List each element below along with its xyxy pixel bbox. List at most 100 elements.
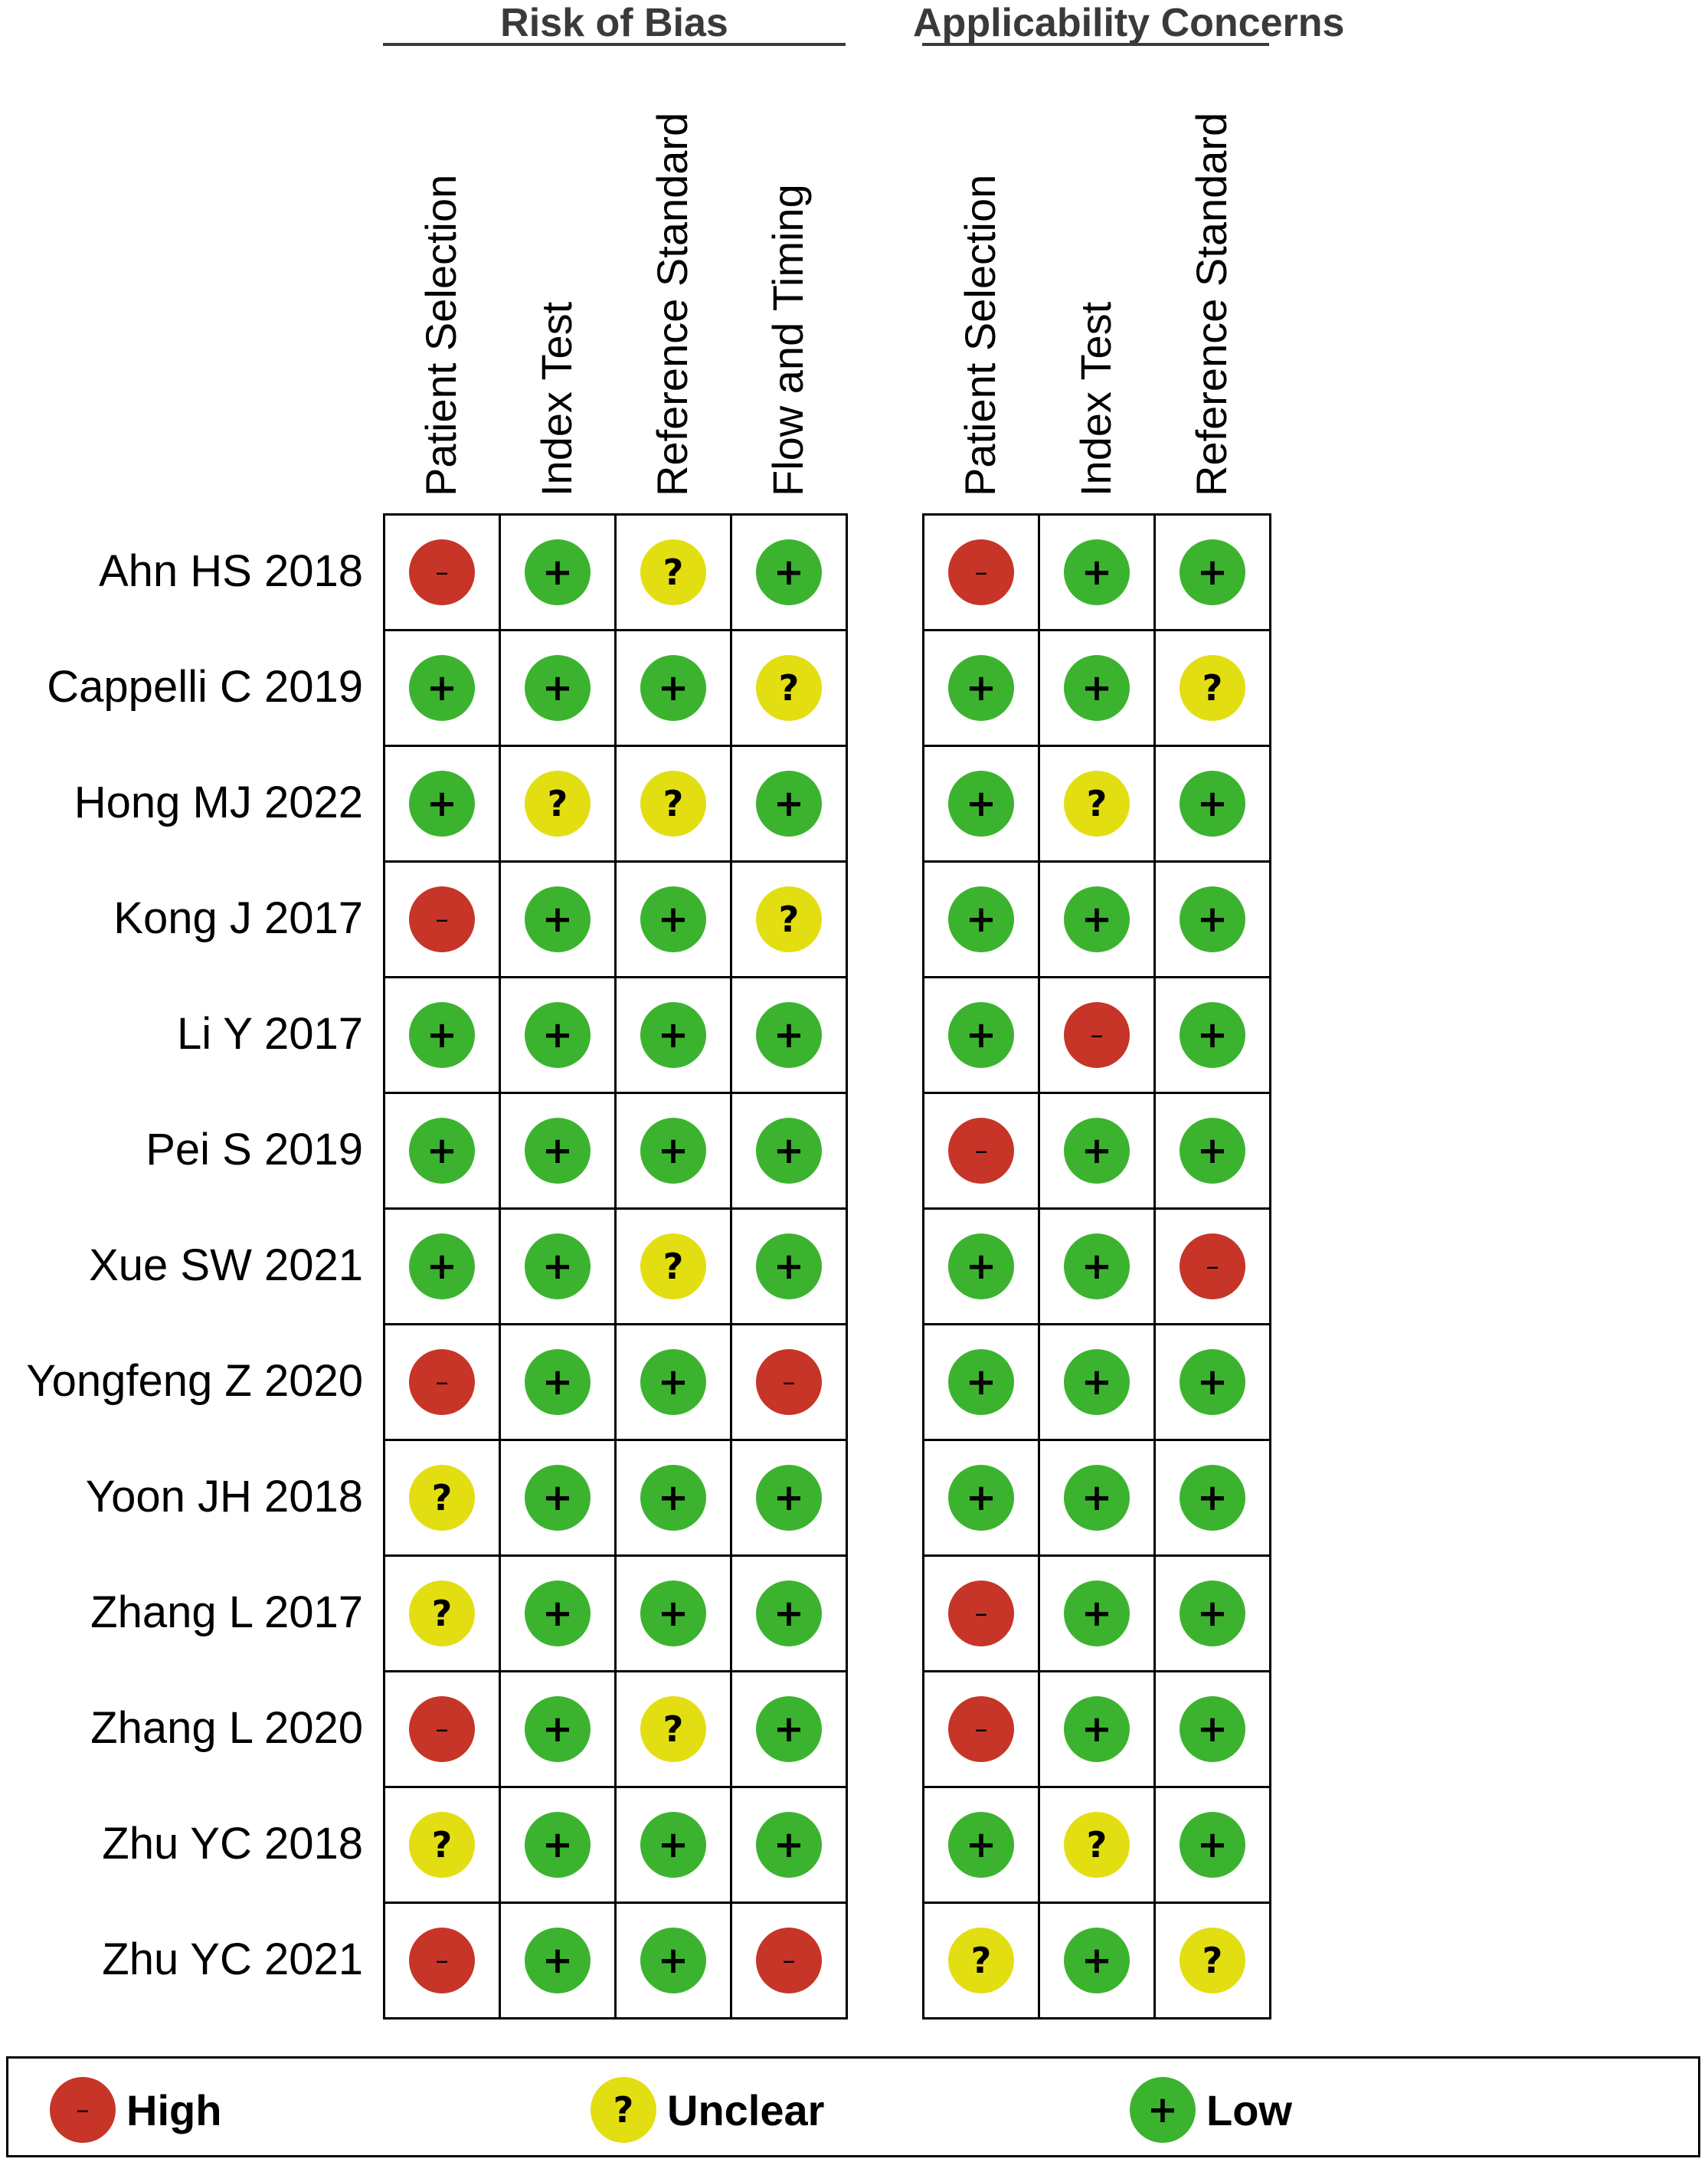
- column-header-1-0: Patient Selection: [955, 174, 1004, 496]
- rating-cell: ?: [383, 1786, 501, 1904]
- rating-low-marker: +: [756, 1581, 822, 1646]
- rating-cell: +: [1153, 1786, 1271, 1904]
- rating-low-marker: +: [525, 1812, 591, 1878]
- group-title-rule-0: [383, 43, 846, 46]
- rating-low-marker: +: [640, 655, 706, 721]
- rating-cell: –: [1038, 976, 1156, 1094]
- rating-high-marker: –: [409, 1696, 475, 1762]
- rating-unclear-marker: ?: [640, 1233, 706, 1299]
- rating-low-marker: +: [409, 771, 475, 837]
- rating-cell: +: [499, 1902, 617, 2020]
- rating-unclear-marker: ?: [1064, 1812, 1130, 1878]
- study-label: Hong MJ 2022: [74, 778, 363, 827]
- rating-cell: +: [614, 1439, 732, 1557]
- rating-low-marker: +: [1180, 1349, 1245, 1415]
- study-label: Ahn HS 2018: [98, 546, 363, 596]
- rating-unclear-marker: ?: [409, 1465, 475, 1531]
- rating-cell: +: [499, 1786, 617, 1904]
- rating-low-marker: +: [1180, 539, 1245, 605]
- rating-cell: –: [922, 1092, 1040, 1210]
- rating-cell: +: [1038, 1670, 1156, 1788]
- study-label: Zhang L 2017: [90, 1587, 363, 1637]
- rating-cell: +: [383, 976, 501, 1094]
- rating-low-marker: +: [756, 1812, 822, 1878]
- group-title-0: Risk of Bias: [500, 1, 728, 45]
- rating-low-marker: +: [525, 1118, 591, 1184]
- rating-high-marker: –: [756, 1928, 822, 1993]
- column-header-0-3: Flow and Timing: [763, 184, 812, 496]
- rating-cell: +: [499, 976, 617, 1094]
- legend-label-unclear: Unclear: [667, 2085, 825, 2134]
- rating-high-marker: –: [409, 539, 475, 605]
- rating-cell: +: [383, 745, 501, 863]
- rating-cell: ?: [383, 1439, 501, 1557]
- rating-low-marker: +: [1064, 1349, 1130, 1415]
- rating-cell: +: [1153, 976, 1271, 1094]
- legend-item-unclear: ? Unclear: [591, 2077, 824, 2143]
- rating-cell: +: [1038, 1207, 1156, 1325]
- rating-cell: +: [383, 1092, 501, 1210]
- rating-cell: +: [922, 1786, 1040, 1904]
- rating-cell: –: [383, 1323, 501, 1441]
- rating-cell: +: [922, 976, 1040, 1094]
- rating-low-marker: +: [640, 1465, 706, 1531]
- rating-low-marker: +: [756, 1233, 822, 1299]
- rating-cell: –: [383, 1902, 501, 2020]
- rating-cell: +: [499, 1554, 617, 1672]
- rating-cell: ?: [1038, 1786, 1156, 1904]
- rating-cell: +: [499, 1207, 617, 1325]
- rating-cell: +: [614, 1323, 732, 1441]
- rating-cell: +: [922, 1207, 1040, 1325]
- rating-unclear-marker: ?: [640, 1696, 706, 1762]
- rating-cell: +: [499, 1439, 617, 1557]
- study-label: Zhu YC 2018: [102, 1819, 363, 1869]
- rating-unclear-marker: ?: [948, 1928, 1014, 1993]
- rating-high-marker: –: [1064, 1002, 1130, 1068]
- rating-low-marker: +: [948, 886, 1014, 952]
- rating-cell: –: [383, 1670, 501, 1788]
- rating-cell: +: [1153, 1323, 1271, 1441]
- column-header-0-0: Patient Selection: [416, 174, 465, 496]
- rating-low-marker: +: [756, 1465, 822, 1531]
- rating-low-marker: +: [1064, 1581, 1130, 1646]
- rating-unclear-marker: ?: [409, 1581, 475, 1646]
- rating-cell: +: [383, 1207, 501, 1325]
- rating-low-marker: +: [948, 655, 1014, 721]
- rating-cell: ?: [383, 1554, 501, 1672]
- rating-cell: +: [614, 1786, 732, 1904]
- rating-cell: +: [1038, 1439, 1156, 1557]
- rating-cell: –: [922, 1670, 1040, 1788]
- rating-low-marker: +: [409, 655, 475, 721]
- group-title-rule-1: [922, 43, 1269, 46]
- rating-cell: +: [1153, 860, 1271, 978]
- rating-cell: +: [1153, 1554, 1271, 1672]
- rating-cell: +: [1038, 629, 1156, 747]
- rating-cell: +: [730, 745, 848, 863]
- rating-cell: –: [922, 1554, 1040, 1672]
- rating-cell: ?: [730, 860, 848, 978]
- rating-cell: ?: [614, 1670, 732, 1788]
- rating-unclear-marker: ?: [1064, 771, 1130, 837]
- rating-cell: +: [383, 629, 501, 747]
- rating-low-marker: +: [525, 655, 591, 721]
- rating-cell: ?: [614, 745, 732, 863]
- rating-low-marker: +: [948, 1002, 1014, 1068]
- rating-high-marker: –: [948, 1696, 1014, 1762]
- rating-unclear-marker: ?: [640, 539, 706, 605]
- rating-high-marker: –: [1180, 1233, 1245, 1299]
- rating-cell: +: [1153, 1439, 1271, 1557]
- rating-cell: +: [730, 976, 848, 1094]
- rating-low-marker: +: [1064, 1118, 1130, 1184]
- rating-low-marker: +: [640, 1581, 706, 1646]
- rating-low-marker: +: [525, 886, 591, 952]
- rating-cell: +: [1153, 513, 1271, 631]
- study-label: Li Y 2017: [177, 1009, 363, 1059]
- legend-item-low: + Low: [1130, 2077, 1292, 2143]
- study-label: Yongfeng Z 2020: [26, 1356, 363, 1406]
- rating-cell: ?: [1153, 629, 1271, 747]
- rating-cell: +: [499, 1670, 617, 1788]
- rating-cell: +: [1038, 513, 1156, 631]
- rating-low-marker: +: [756, 1696, 822, 1762]
- rating-low-marker: +: [525, 1002, 591, 1068]
- column-header-1-2: Reference Standard: [1186, 112, 1235, 496]
